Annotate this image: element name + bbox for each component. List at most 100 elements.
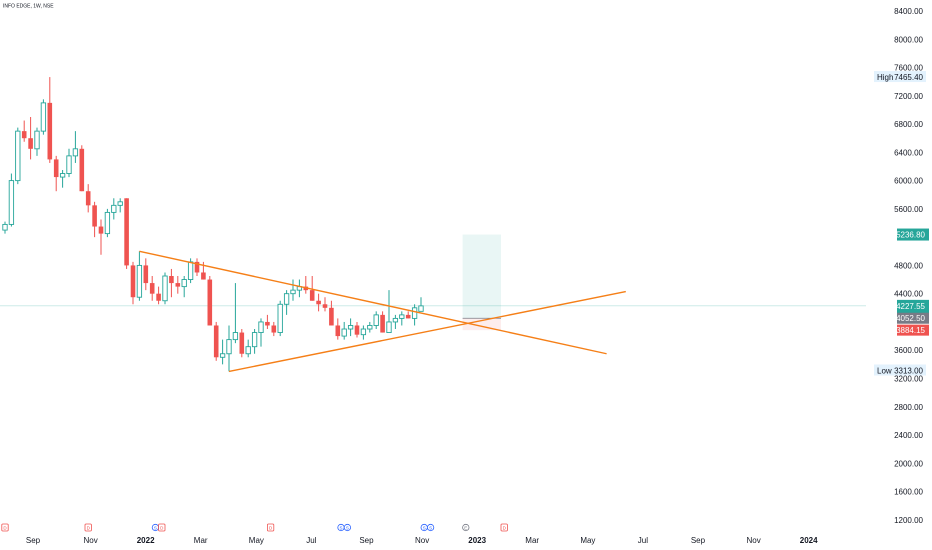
candle (28, 117, 33, 160)
candle (207, 276, 213, 326)
event-marker[interactable]: S (420, 523, 428, 532)
time-label: 2023 (468, 536, 486, 545)
candle-body (175, 283, 181, 287)
candle (169, 268, 174, 298)
entry-price-label: 4052.50 (896, 312, 929, 324)
event-marker[interactable]: D (266, 523, 275, 532)
candle-body (40, 102, 47, 132)
candles (2, 77, 424, 372)
event-marker[interactable]: E (462, 523, 470, 532)
candle (149, 276, 155, 301)
candle (34, 127, 40, 156)
candle (392, 314, 399, 330)
candle-body (130, 265, 136, 298)
event-symbol: D (503, 526, 507, 531)
candle-body (117, 201, 123, 206)
event-marker[interactable]: S (337, 523, 345, 532)
candle (92, 201, 97, 238)
time-label: Nov (747, 536, 761, 545)
candle (111, 198, 117, 220)
candle (239, 329, 245, 358)
target-zone[interactable] (462, 234, 501, 319)
candle-body (169, 276, 174, 284)
candle (367, 321, 373, 333)
candle (386, 290, 392, 333)
candle-body (53, 159, 59, 178)
target-price-value: 5236.80 (896, 231, 925, 240)
trendline[interactable] (139, 250, 607, 355)
time-label: 2024 (800, 536, 818, 545)
candle-body (213, 325, 219, 358)
trendline[interactable] (228, 290, 626, 373)
candle (85, 184, 91, 213)
event-marker[interactable]: D (500, 523, 508, 532)
candle-body (219, 353, 226, 358)
event-marker[interactable]: S (426, 523, 435, 532)
candle (175, 276, 181, 294)
stop-zone[interactable] (462, 318, 501, 331)
candle-body (271, 325, 277, 333)
candle-body (104, 211, 111, 235)
price-tick-label: 3600.00 (894, 346, 923, 355)
candle (265, 314, 270, 330)
event-marker[interactable]: S (151, 523, 159, 532)
event-symbol: S (339, 526, 342, 531)
candle (399, 311, 405, 326)
event-symbol: S (423, 526, 426, 531)
time-label: Jul (306, 536, 316, 545)
stop-price-bg (897, 324, 929, 336)
event-marker[interactable]: D (84, 523, 92, 532)
event-symbol: E (464, 526, 467, 531)
earnings-icon (462, 523, 470, 532)
candle-body (283, 293, 290, 305)
event-symbol: D (87, 526, 91, 531)
event-marker[interactable]: S (343, 523, 351, 532)
candle (8, 173, 15, 227)
split-icon (343, 523, 351, 532)
candle (296, 279, 303, 298)
candle-body (59, 173, 66, 178)
candle (347, 318, 354, 337)
stop-price-value: 3884.15 (896, 326, 925, 335)
candle (232, 283, 239, 344)
candle-body (354, 325, 360, 335)
candle-body (149, 283, 155, 294)
candle (354, 321, 360, 338)
candle-body (265, 321, 270, 326)
event-symbol: S (346, 526, 349, 531)
candle (98, 219, 104, 255)
event-marker[interactable]: D (1, 523, 9, 532)
candle-body (21, 131, 27, 139)
high-label-bg (874, 71, 926, 83)
chart-title: INFO EDGE, 1W, NSE (3, 4, 54, 10)
candle (335, 318, 341, 340)
candle-body (143, 265, 149, 284)
candle-body (251, 332, 258, 348)
candle (40, 99, 47, 135)
candle (194, 258, 200, 277)
target-price-label: 5236.80 (896, 228, 929, 241)
candle-body (226, 339, 232, 355)
event-symbol: D (269, 526, 273, 531)
candle (271, 321, 277, 337)
price-tick-label: 1600.00 (894, 488, 923, 497)
candle-body (418, 305, 424, 312)
split-icon (426, 523, 435, 532)
price-tick-label: 7600.00 (894, 64, 923, 73)
position-tool[interactable] (462, 234, 501, 331)
candle-body (111, 204, 117, 213)
candle (162, 272, 168, 305)
candle (329, 300, 334, 326)
event-symbol: S (154, 526, 157, 531)
candle-body (124, 198, 129, 266)
candle-body (92, 205, 97, 227)
trendlines[interactable] (139, 250, 626, 373)
event-marker[interactable]: D (158, 523, 166, 532)
price-axis[interactable]: 8400.00 8000.00 7600.00 7200.00 6800.00 6400.… (894, 7, 923, 525)
time-axis[interactable]: Sep Nov 2022 Mar May Jul Sep Nov 2023 Mar May Jul Se… (26, 536, 818, 545)
candle-body (386, 321, 392, 333)
candle (53, 155, 59, 192)
candle (373, 311, 379, 330)
